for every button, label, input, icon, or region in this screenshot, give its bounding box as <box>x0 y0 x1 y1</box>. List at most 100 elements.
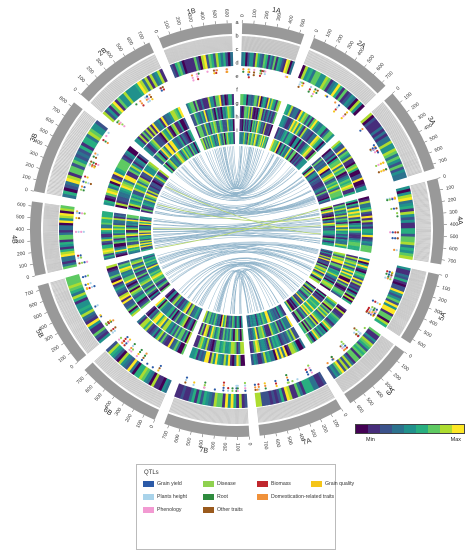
qtl-marker <box>121 341 124 345</box>
density-line <box>67 317 81 326</box>
heatmap-cell <box>130 164 142 173</box>
qtl-marker <box>254 386 257 389</box>
tick-label: 300 <box>44 334 54 343</box>
density-line <box>51 283 67 289</box>
density-line <box>94 351 106 362</box>
heatmap-cell <box>396 188 411 195</box>
heatmap-cell <box>185 303 193 315</box>
density-line <box>98 355 110 367</box>
qtl-marker <box>259 72 262 75</box>
density-line <box>140 61 149 75</box>
track-label: c <box>236 47 239 53</box>
heatmap-cell <box>209 96 214 108</box>
heatmap-cell <box>220 120 224 133</box>
density-line <box>385 122 399 132</box>
density-line <box>112 367 123 380</box>
qtl-marker <box>296 378 299 381</box>
axis-tick <box>113 60 116 63</box>
heatmap-cell <box>343 159 355 168</box>
axis-tick <box>276 23 278 27</box>
qtl-marker <box>247 70 250 74</box>
density-line <box>349 368 361 381</box>
density-line <box>80 335 93 345</box>
density-line <box>397 144 412 152</box>
heatmap-cell <box>322 319 333 329</box>
heatmap-cell <box>171 139 181 151</box>
heatmap-cell <box>195 56 202 71</box>
heatmap-cell <box>113 226 126 229</box>
heatmap-cell <box>243 106 247 119</box>
density-line <box>43 237 59 240</box>
heatmap-cell <box>400 233 415 238</box>
heatmap-cell <box>340 154 352 163</box>
heatmap-cell <box>149 268 161 276</box>
heatmap-cell <box>146 306 157 317</box>
heatmap-cell <box>154 275 166 284</box>
heatmap-cell <box>191 347 197 359</box>
heatmap-cell <box>59 234 74 238</box>
heatmap-cell <box>140 246 153 251</box>
link-line <box>154 229 322 247</box>
heatmap-cell <box>237 328 241 341</box>
heatmap-cell <box>127 170 139 179</box>
heatmap-cell <box>315 263 328 270</box>
axis-tick <box>178 428 181 432</box>
qtl-marker <box>222 386 225 389</box>
qtl-marker <box>307 90 310 93</box>
qtl-marker <box>82 180 85 183</box>
heatmap-cell <box>341 267 354 274</box>
heatmap-cell <box>143 282 155 291</box>
density-line <box>61 146 76 154</box>
scale-step <box>392 425 404 433</box>
heatmap-cell <box>125 149 136 159</box>
heatmap-cell <box>164 113 172 125</box>
heatmap-cell <box>333 284 346 293</box>
density-line <box>244 408 247 424</box>
heatmap-cell <box>320 129 331 139</box>
heatmap-cell <box>264 123 270 136</box>
density-line <box>81 336 94 347</box>
heatmap-cell <box>256 134 261 147</box>
density-line <box>393 317 407 325</box>
heatmap-cell <box>158 117 167 128</box>
heatmap-cell <box>161 318 171 330</box>
density-line <box>82 338 96 349</box>
qtl-marker <box>371 147 374 150</box>
heatmap-cell <box>336 303 347 312</box>
tick-label: 300 <box>309 428 318 438</box>
density-line <box>56 157 72 164</box>
heatmap-cell <box>317 74 327 89</box>
heatmap-cell <box>398 196 413 203</box>
density-line <box>187 42 193 57</box>
heatmap-cell <box>113 240 126 244</box>
heatmap-cell <box>87 319 102 330</box>
heatmap-cell <box>184 146 193 158</box>
density-line <box>414 254 430 258</box>
heatmap-cell <box>396 267 411 274</box>
heatmap-cell <box>355 267 367 273</box>
legend-swatch <box>203 481 214 487</box>
heatmap-cell <box>254 120 259 133</box>
heatmap-cell <box>126 147 138 157</box>
qtl-marker <box>86 282 90 286</box>
heatmap-cell <box>392 280 407 288</box>
heatmap-cell <box>102 250 115 255</box>
heatmap-cell <box>199 98 205 110</box>
heatmap-cell <box>345 201 359 206</box>
heatmap-cell <box>69 286 85 295</box>
heatmap-cell <box>290 153 300 164</box>
density-line <box>319 388 328 402</box>
heatmap-cell <box>211 108 216 121</box>
density-line <box>263 406 267 422</box>
heatmap-cell <box>160 116 169 127</box>
heatmap-cell <box>275 306 283 318</box>
heatmap-cell <box>347 97 359 111</box>
heatmap-cell <box>186 58 193 73</box>
heatmap-cell <box>263 324 269 338</box>
heatmap-cell <box>110 276 122 284</box>
scale-step <box>440 425 452 433</box>
heatmap-cell <box>241 328 244 341</box>
density-line <box>152 391 160 406</box>
density-line <box>146 388 155 402</box>
density-line <box>415 242 431 245</box>
